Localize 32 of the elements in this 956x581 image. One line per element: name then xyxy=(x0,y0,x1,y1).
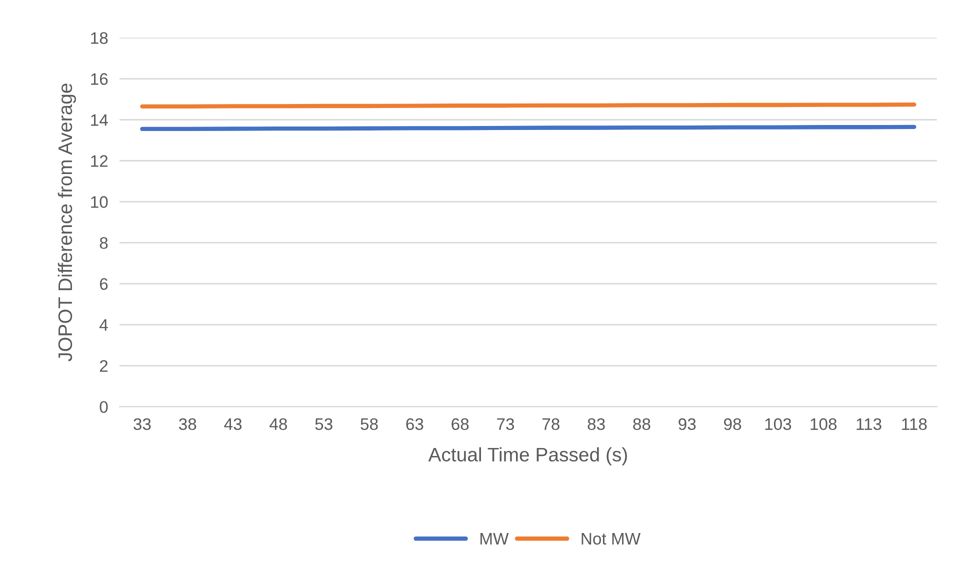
x-tick-label: 93 xyxy=(678,418,696,430)
y-tick-label: 18 xyxy=(91,32,108,44)
x-tick-label: 33 xyxy=(134,418,151,430)
x-tick-label: 113 xyxy=(856,418,882,430)
x-tick-label: 38 xyxy=(178,418,196,430)
y-axis-title: JOPOT Difference from Average xyxy=(58,84,76,362)
legend-label: Not MW xyxy=(582,532,641,545)
x-tick-label: 68 xyxy=(452,418,469,430)
x-tick-label: 108 xyxy=(810,418,837,430)
legend-label: MW xyxy=(480,532,509,544)
x-tick-label: 73 xyxy=(497,418,514,430)
x-tick-label: 78 xyxy=(542,418,560,430)
x-tick-label: 48 xyxy=(270,418,287,430)
x-tick-label: 53 xyxy=(315,418,332,430)
y-tick-label: 0 xyxy=(100,401,108,413)
y-tick-label: 4 xyxy=(100,319,108,331)
x-tick-label: 88 xyxy=(633,418,650,430)
y-tick-label: 10 xyxy=(91,196,108,208)
x-axis-title: Actual Time Passed (s) xyxy=(428,447,627,466)
y-tick-label: 2 xyxy=(100,360,108,372)
y-tick-label: 8 xyxy=(100,237,108,249)
x-tick-label: 98 xyxy=(724,418,742,430)
y-tick-label: 12 xyxy=(91,155,108,167)
y-tick-label: 14 xyxy=(91,114,108,126)
x-tick-label: 63 xyxy=(406,418,424,430)
x-tick-label: 83 xyxy=(588,418,605,430)
x-tick-label: 103 xyxy=(765,418,792,430)
y-tick-label: 16 xyxy=(91,73,108,85)
x-tick-label: 118 xyxy=(902,418,927,430)
x-tick-label: 58 xyxy=(360,418,378,430)
x-tick-label: 43 xyxy=(224,418,242,430)
y-tick-label: 6 xyxy=(100,278,108,290)
